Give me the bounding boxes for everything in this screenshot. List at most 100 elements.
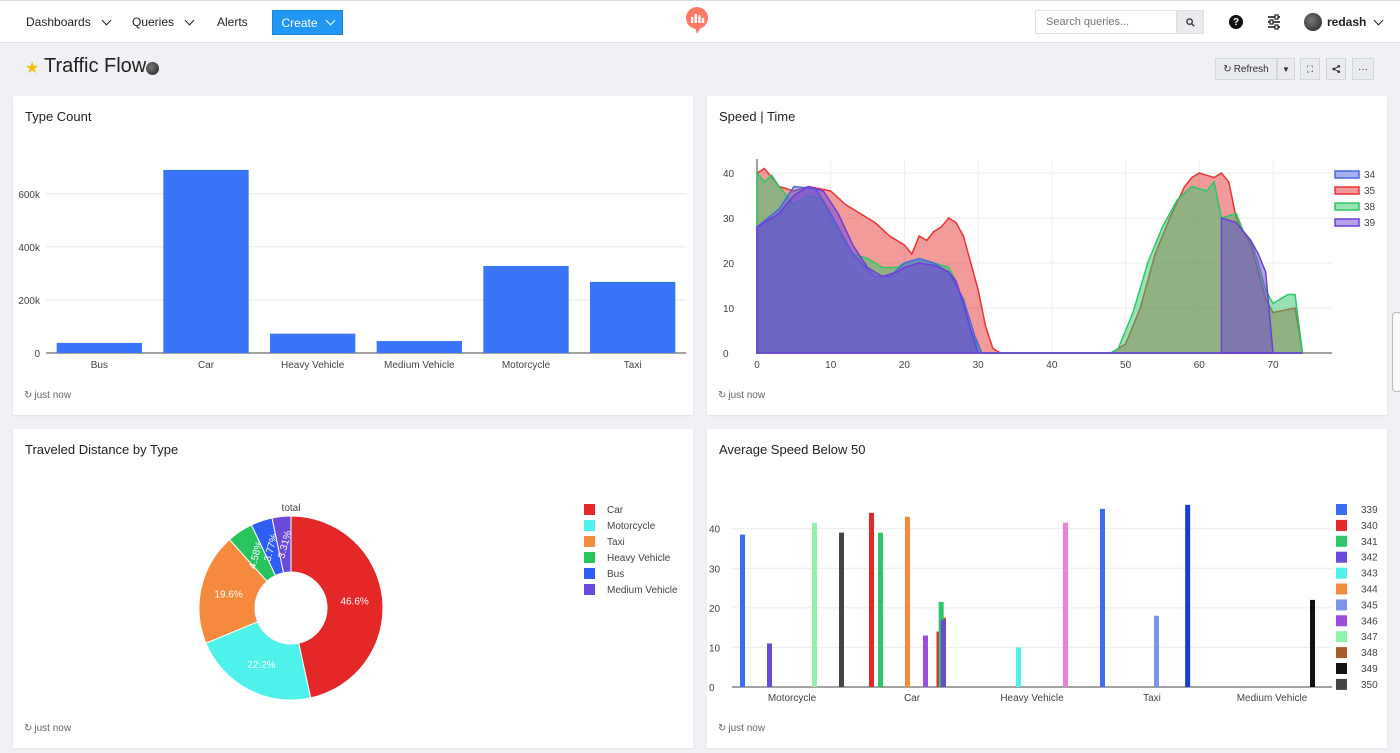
refresh-label: Refresh <box>1233 63 1269 75</box>
y-tick-label: 400k <box>18 243 41 254</box>
nav-alerts-label: Alerts <box>217 15 248 29</box>
area-series-39 <box>756 185 1303 354</box>
legend-label: 344 <box>1361 585 1378 596</box>
user-avatar[interactable] <box>1304 13 1322 31</box>
x-tick-label: Medium Vehicle <box>384 360 455 371</box>
refresh-dropdown-button[interactable]: ▼ <box>1277 58 1295 80</box>
widget-refresh-status[interactable]: ↻ just now <box>24 390 71 401</box>
legend-swatch <box>1336 663 1347 674</box>
x-tick-label: Taxi <box>624 360 642 371</box>
y-tick-label: 0 <box>723 349 729 360</box>
chevron-down-icon <box>1373 15 1384 25</box>
x-tick-label: Bus <box>91 360 108 371</box>
nav-dashboards[interactable]: Dashboards <box>26 1 112 43</box>
fullscreen-button[interactable]: ⛶ <box>1300 58 1320 80</box>
x-tick-label: Car <box>904 693 921 704</box>
y-tick-label: 0 <box>34 349 40 360</box>
bar-heavy-vehicle <box>270 333 356 353</box>
legend-swatch <box>1336 631 1347 643</box>
create-label: Create <box>281 15 318 30</box>
refresh-icon: ↻ <box>718 723 727 734</box>
y-tick-label: 10 <box>709 643 721 654</box>
create-button[interactable]: Create <box>272 10 343 35</box>
more-icon: ··· <box>1358 63 1368 75</box>
y-tick-label: 30 <box>709 564 721 575</box>
updated-label: just now <box>34 390 72 401</box>
redash-logo-icon[interactable] <box>685 7 709 35</box>
nav-dashboards-label: Dashboards <box>26 15 91 29</box>
legend-label: 34 <box>1364 170 1376 181</box>
legend-swatch <box>1336 519 1347 531</box>
x-tick-label: 10 <box>825 360 837 371</box>
favorite-star-icon[interactable]: ★ <box>25 60 40 77</box>
help-icon[interactable]: ? <box>1229 15 1243 29</box>
user-menu[interactable]: redash <box>1327 1 1384 43</box>
legend-label: Heavy Vehicle <box>607 553 671 564</box>
y-tick-label: 40 <box>723 169 735 180</box>
bar-series-340 <box>869 512 874 687</box>
pie-slice-car <box>290 515 384 699</box>
nav-queries[interactable]: Queries <box>132 1 195 43</box>
y-tick-label: 40 <box>709 525 721 536</box>
legend-label: 350 <box>1361 680 1378 691</box>
chart-average-speed: 0 10 20 30 40 Motorcycle Car Heavy Vehicle Taxi M… <box>709 504 1378 704</box>
settings-sliders-icon[interactable] <box>1267 14 1281 30</box>
legend-label: 340 <box>1361 521 1378 532</box>
bar-series-339 <box>740 534 745 687</box>
nav-alerts[interactable]: Alerts <box>217 1 248 43</box>
legend-swatch <box>1336 567 1347 579</box>
bar-series-339 <box>1100 508 1105 687</box>
legend-label: Bus <box>607 569 624 580</box>
legend-label: 35 <box>1364 186 1376 197</box>
x-tick-label: 50 <box>1120 360 1132 371</box>
chevron-down-icon <box>184 15 195 25</box>
y-tick-label: 20 <box>723 259 735 270</box>
refresh-button[interactable]: ↻ Refresh <box>1215 58 1277 80</box>
owner-avatar <box>146 62 159 75</box>
widget-refresh-status[interactable]: ↻ just now <box>718 723 765 734</box>
legend-label: 345 <box>1361 600 1378 611</box>
y-tick-label: 600k <box>18 190 41 201</box>
x-tick-label: Motorcycle <box>502 360 551 371</box>
refresh-icon: ↻ <box>24 390 33 401</box>
nav-queries-label: Queries <box>132 15 175 29</box>
legend-label: 38 <box>1364 202 1376 213</box>
bar-taxi <box>590 281 676 353</box>
more-options-button[interactable]: ··· <box>1352 58 1374 80</box>
bar-series-344 <box>905 516 910 687</box>
widget-speed-time: Speed | Time 0 10 20 30 40 0 10 20 30 40 50 60 70 34 3… <box>707 96 1387 415</box>
refresh-icon: ↻ <box>1223 63 1232 75</box>
updated-label: just now <box>34 723 72 734</box>
legend-swatch <box>584 568 595 579</box>
legend-swatch <box>1336 551 1347 563</box>
legend-label: 348 <box>1361 648 1378 659</box>
legend-swatch <box>1336 615 1347 627</box>
widget-refresh-status[interactable]: ↻ just now <box>24 723 71 734</box>
bar-bus <box>56 342 142 353</box>
legend-label: 341 <box>1361 537 1378 548</box>
x-tick-label: 60 <box>1194 360 1206 371</box>
search-input[interactable] <box>1035 10 1177 34</box>
legend-swatch <box>1334 170 1360 179</box>
scrollbar-handle[interactable] <box>1392 312 1400 392</box>
chart-speed-time: 0 10 20 30 40 0 10 20 30 40 50 60 70 34 35 38 39 <box>723 159 1376 371</box>
updated-label: just now <box>728 723 766 734</box>
bar-series-346 <box>923 635 928 687</box>
bar-series-347 <box>812 522 817 687</box>
search-button[interactable] <box>1177 10 1204 34</box>
share-button[interactable] <box>1326 58 1346 80</box>
pie-slice-label: 19.6% <box>214 589 242 600</box>
x-tick-label: Taxi <box>1143 693 1161 704</box>
legend-swatch <box>1336 504 1347 515</box>
x-tick-label: 70 <box>1267 360 1279 371</box>
x-tick-label: 0 <box>754 360 760 371</box>
legend-label: Medium Vehicle <box>607 585 678 596</box>
legend-swatch <box>1334 202 1360 211</box>
widget-average-speed: Average Speed Below 50 0 10 20 30 40 Motorcyc… <box>707 429 1387 748</box>
widget-traveled-distance: Traveled Distance by Type total 46.6% 22.2… <box>13 429 693 748</box>
x-tick-label: Motorcycle <box>768 693 817 704</box>
share-icon <box>1331 64 1340 74</box>
legend-swatch <box>584 520 595 531</box>
caret-down-icon: ▼ <box>1282 64 1290 74</box>
widget-refresh-status[interactable]: ↻ just now <box>718 390 765 401</box>
